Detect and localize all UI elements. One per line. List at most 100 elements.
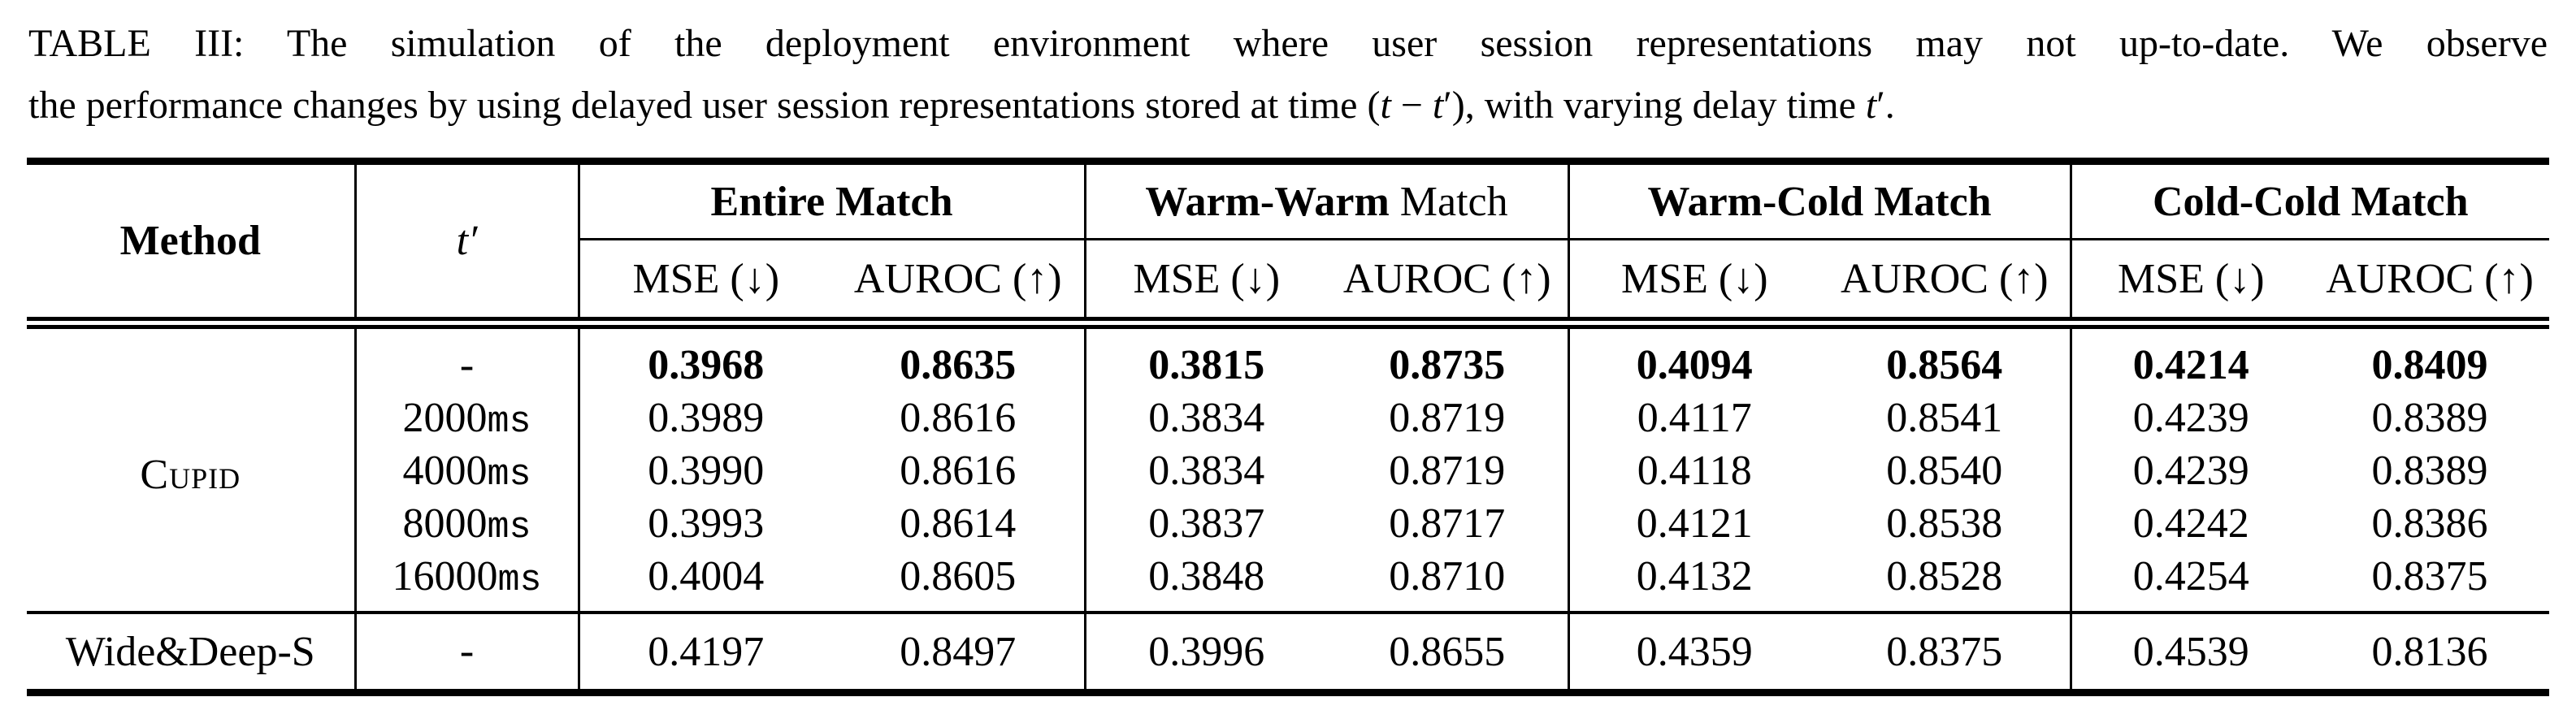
math-var-t: t [1380,84,1391,127]
metric-value: 0.3834 [1083,392,1328,444]
metric-value: 0.8717 [1389,500,1506,547]
table-row: 2000ms 0.3989 0.8616 0.3834 0.8719 0.411… [27,392,2549,444]
col-header-mse: MSE (↓) [1083,239,1328,329]
table-row: 16000ms 0.4004 0.8605 0.3848 0.8710 0.41… [27,550,2549,613]
col-header-mse: MSE (↓) [577,239,832,329]
metric-value: 0.8710 [1389,553,1506,600]
group-header-warm-warm-match: Warm-Warm Match [1083,161,1569,240]
math-var-t: t [1432,84,1444,127]
col-header-auroc: AUROC (↑) [832,239,1086,329]
col-header-mse: MSE (↓) [2069,239,2311,329]
group-title-bold: Cold-Cold Match [2153,178,2469,225]
metric-value: 0.3815 [1083,323,1328,392]
col-header-method: Method [27,161,355,329]
metric-value: 0.8635 [900,342,1017,388]
metric-value: 0.4197 [577,611,832,693]
caption-text: ′), with varying delay time [1443,84,1866,127]
delay-number: - [459,628,475,674]
table-row-baseline: Wide&Deep-S - 0.4197 0.8497 0.3996 0.865… [27,611,2550,693]
metric-value: 0.8655 [1327,611,1569,693]
table-row: Cupid - 0.3968 0.8635 0.3815 0.8735 0.40… [27,323,2549,498]
metric-value: 0.8528 [1886,553,2003,600]
table-row: 4000ms 0.3990 0.8616 0.3834 0.8719 0.411… [27,444,2549,497]
delay-number: 2000 [402,394,488,441]
metric-value: 0.8616 [900,448,1017,494]
metric-value: 0.3993 [577,497,832,550]
tprime-value: 8000ms [353,497,579,550]
caption-text: the performance changes by using delayed… [28,84,1381,127]
delay-number: 16000 [392,552,498,600]
delay-number: 8000 [402,500,488,547]
metric-value: 0.4359 [1567,611,1820,693]
metric-value: 0.4254 [2069,550,2311,613]
metric-value: 0.3848 [1083,550,1328,613]
metric-value: 0.4239 [2069,444,2311,497]
metric-value: 0.8409 [2371,342,2488,388]
metric-value: 0.4004 [577,550,832,613]
metric-value: 0.3990 [577,444,832,497]
metric-value: 0.3968 [577,323,832,392]
metric-value: 0.8538 [1886,500,2003,547]
delay-unit: ms [487,400,531,443]
metric-value: 0.8735 [1389,342,1506,388]
metric-value: 0.4121 [1567,497,1820,550]
metric-value: 0.4132 [1567,550,1820,613]
math-var-t: t [1865,84,1877,127]
metric-value: 0.3996 [1083,611,1328,693]
group-title-bold: Entire Match [710,178,953,225]
metric-value: 0.4094 [1567,323,1820,392]
metric-value: 0.4117 [1567,392,1820,444]
metric-value: 0.8616 [900,395,1017,441]
tprime-value: 2000ms [353,392,579,444]
caption-text: ′. [1876,84,1895,127]
caption-line-1: TABLE III: The simulation of the deploym… [28,22,2548,65]
metric-value: 0.8389 [2371,395,2488,441]
metric-value: 0.8605 [900,553,1017,600]
group-header-cold-cold-match: Cold-Cold Match [2069,161,2550,240]
table-row: 8000ms 0.3993 0.8614 0.3837 0.8717 0.412… [27,497,2549,550]
col-header-auroc: AUROC (↑) [1819,239,2071,329]
metric-value: 0.8375 [2371,553,2488,600]
metric-value: 0.4214 [2069,323,2311,392]
delay-unit: ms [487,453,531,496]
metric-value: 0.8497 [832,611,1086,693]
delay-unit: ms [497,559,542,601]
metric-value: 0.3837 [1083,497,1328,550]
tprime-value: - [353,323,579,392]
table-caption: TABLE III: The simulation of the deploym… [28,13,2548,136]
metric-value: 0.8564 [1886,342,2003,388]
metric-value: 0.8136 [2310,611,2550,693]
col-header-tprime: t′ [353,161,579,329]
metric-value: 0.4118 [1567,444,1820,497]
method-name-cupid: Cupid [140,452,241,498]
col-header-mse: MSE (↓) [1567,239,1820,329]
metric-value: 0.8719 [1389,395,1506,441]
metric-value: 0.8389 [2371,448,2488,494]
results-table: Method t′ Entire Match Warm-Warm Match W… [27,158,2550,696]
group-header-warm-cold-match: Warm-Cold Match [1567,161,2071,240]
delay-number: 4000 [402,447,488,494]
method-name-widedeep: Wide&Deep-S [27,611,355,693]
metric-value: 0.3834 [1083,444,1328,497]
caption-text: − [1390,84,1433,127]
tprime-value: - [353,611,579,693]
caption-line-2: the performance changes by using delayed… [28,75,2548,136]
group-header-row: Method t′ Entire Match Warm-Warm Match W… [27,161,2550,329]
group-title-normal: Match [1389,178,1508,225]
metric-value: 0.8386 [2371,500,2488,547]
metric-value: 0.8540 [1886,448,2003,494]
tprime-value: 16000ms [353,550,579,613]
metric-value: 0.8375 [1819,611,2071,693]
metric-value: 0.4239 [2069,392,2311,444]
metric-value: 0.3989 [577,392,832,444]
metric-value: 0.4242 [2069,497,2311,550]
metric-value: 0.4539 [2069,611,2311,693]
metric-header-row: MSE (↓) AUROC (↑) MSE (↓) AUROC (↑) MSE … [27,239,2550,329]
metric-value: 0.8719 [1389,448,1506,494]
group-title-bold: Warm-Cold Match [1647,178,1992,225]
tprime-value: 4000ms [353,444,579,497]
delay-unit: ms [487,506,531,548]
delay-number: - [459,341,475,388]
group-header-entire-match: Entire Match [577,161,1086,240]
group-title-bold: Warm-Warm [1145,178,1390,225]
